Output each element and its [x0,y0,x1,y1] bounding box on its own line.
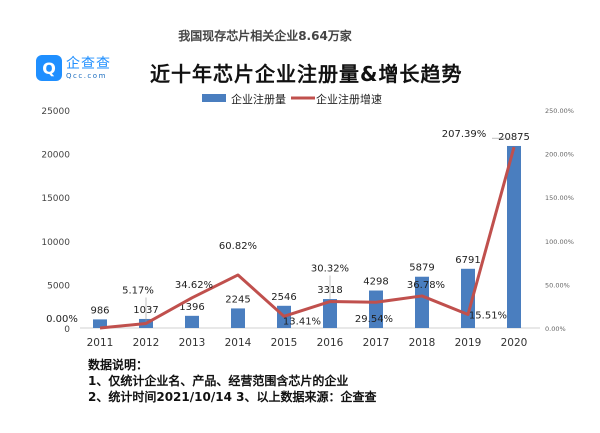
bar [185,315,199,328]
bar-value-label: 2245 [225,294,250,305]
logo-en: Qcc.com [66,71,107,80]
growth-value-label: 13.41% [283,316,321,327]
bar [415,276,429,328]
bar-value-label: 4298 [363,277,388,288]
subtitle: 我国现存芯片相关企业8.64万家 [178,29,352,43]
logo-q-icon: Q [36,55,62,81]
growth-value-label: 36.78% [407,280,445,291]
right-axis-tick: 250.00% [545,107,574,115]
right-axis-tick: 100.00% [545,238,574,246]
chart-title: 近十年芯片企业注册量&增长趋势 [150,62,463,86]
bar [323,299,337,328]
x-axis-tick: 2019 [455,337,482,349]
x-axis-tick: 2016 [317,337,344,349]
left-axis-tick: 20000 [41,151,70,161]
x-axis-tick: 2017 [363,337,390,349]
growth-value-label: 5.17% [122,285,154,296]
bar [369,290,383,328]
logo-cn: 企查查 [66,55,111,72]
growth-value-label: 0.00% [46,314,78,325]
x-axis-tick: 2018 [409,337,436,349]
right-axis-tick: 200.00% [545,151,574,159]
left-axis-tick: 5000 [47,281,70,291]
x-axis-tick: 2012 [133,337,160,349]
right-axis-tick: 150.00% [545,194,574,202]
bar-value-label: 20875 [498,132,530,143]
left-axis-tick: 25000 [41,107,70,117]
bar [231,308,245,328]
growth-value-label: 60.82% [219,241,257,252]
growth-value-label: 30.32% [311,264,349,275]
notes-heading: 数据说明： [88,358,149,372]
notes-line-2: 2、统计时间2021/10/14 3、以上数据来源：企查查 [88,390,377,404]
bar-value-label: 2546 [271,292,296,303]
left-axis-tick: 10000 [41,238,70,248]
x-axis-tick: 2011 [87,337,114,349]
growth-value-label: 15.51% [469,310,507,321]
growth-value-label: 29.54% [355,314,393,325]
bar-value-label: 986 [90,305,109,316]
bar [507,145,521,328]
left-axis-tick: 15000 [41,194,70,204]
legend-line-label: 企业注册增速 [316,92,382,106]
bar [93,319,107,328]
x-axis-tick: 2013 [179,337,206,349]
x-axis-tick: 2014 [225,337,252,349]
bar-value-label: 5879 [409,263,434,274]
growth-line [99,146,516,330]
notes-line-1: 1、仅统计企业名、产品、经营范围含芯片的企业 [88,374,349,388]
growth-value-label: 34.62% [175,280,213,291]
data-notes: 数据说明： 1、仅统计企业名、产品、经营范围含芯片的企业 2、统计时间2021/… [88,357,376,405]
qcc-logo: Q 企查查 Qcc.com [36,55,111,81]
legend-bar-label: 企业注册量 [231,92,286,106]
bar-value-label: 6791 [455,255,480,266]
right-axis-tick: 0.00% [545,325,566,333]
right-axis-tick: 50.00% [545,281,570,289]
legend-bar-swatch [202,94,226,102]
left-axis-tick: 0 [64,325,70,335]
growth-value-label: 207.39% [442,129,487,140]
x-axis-tick: 2020 [501,337,528,349]
bar-value-label: 1396 [179,302,204,313]
x-axis-tick: 2015 [271,337,298,349]
